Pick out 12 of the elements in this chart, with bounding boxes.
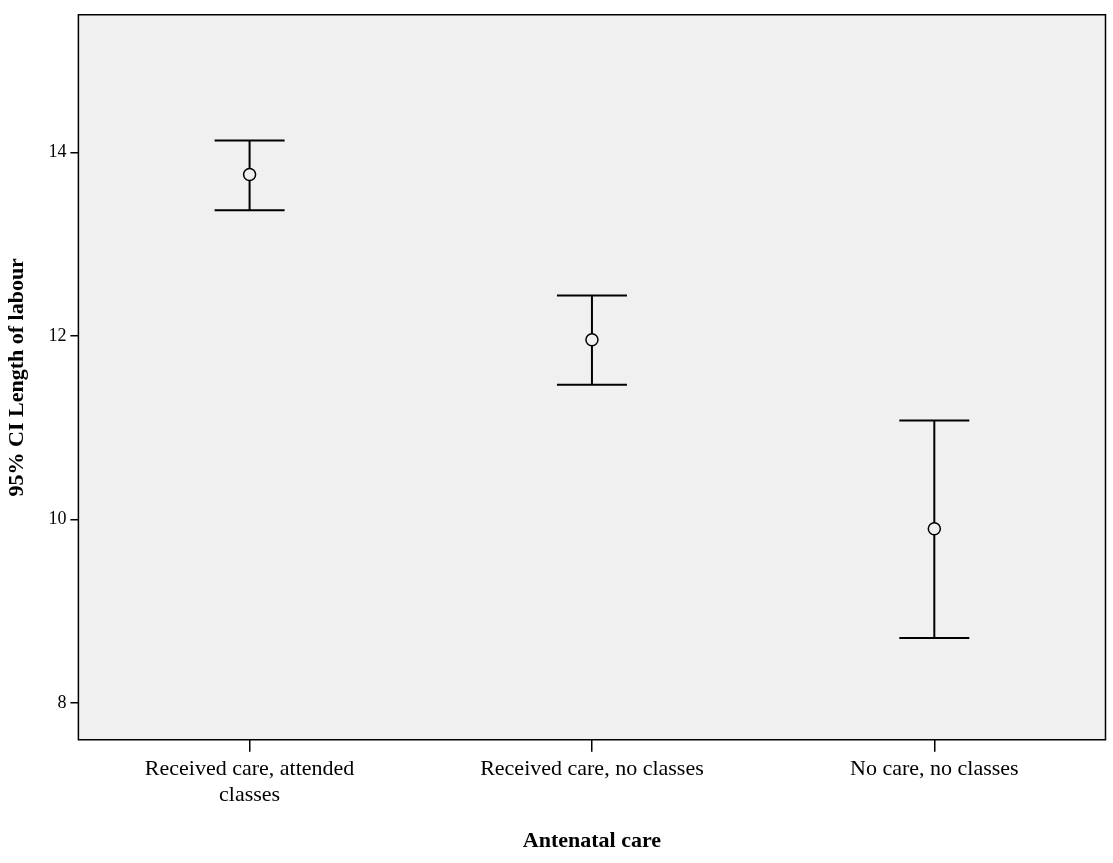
y-tick-label: 8 xyxy=(57,691,67,712)
y-tick-label: 14 xyxy=(48,141,67,162)
x-axis-title: Antenatal care xyxy=(522,827,662,853)
point xyxy=(927,521,942,536)
point xyxy=(585,332,599,347)
y-axis-title: 95% CI Length of labour xyxy=(2,257,28,497)
x-tick-label: Received care, no classes xyxy=(480,754,704,780)
y-tick-label: 12 xyxy=(48,324,67,345)
y-tick-label: 10 xyxy=(48,508,67,529)
point xyxy=(242,167,257,182)
x-tick-label: Received care, attended classes xyxy=(144,754,355,807)
x-tick-label: No care, no classes xyxy=(850,754,1019,780)
